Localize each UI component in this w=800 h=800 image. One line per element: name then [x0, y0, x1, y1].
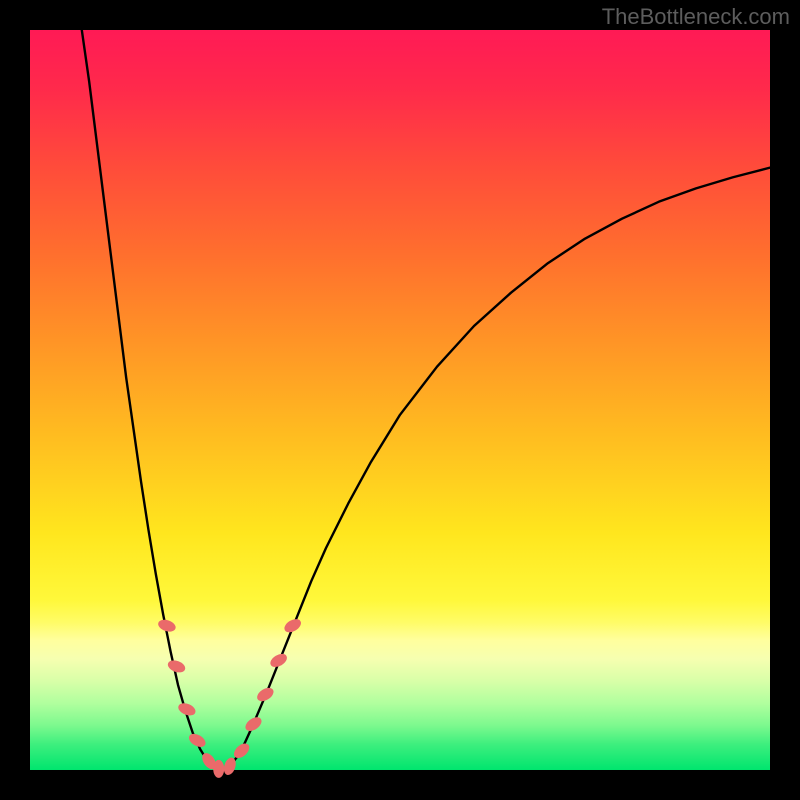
- bottleneck-curve-chart: [0, 0, 800, 800]
- watermark-text: TheBottleneck.com: [602, 4, 790, 30]
- chart-container: TheBottleneck.com: [0, 0, 800, 800]
- marker-point: [213, 760, 224, 778]
- plot-background: [30, 30, 770, 770]
